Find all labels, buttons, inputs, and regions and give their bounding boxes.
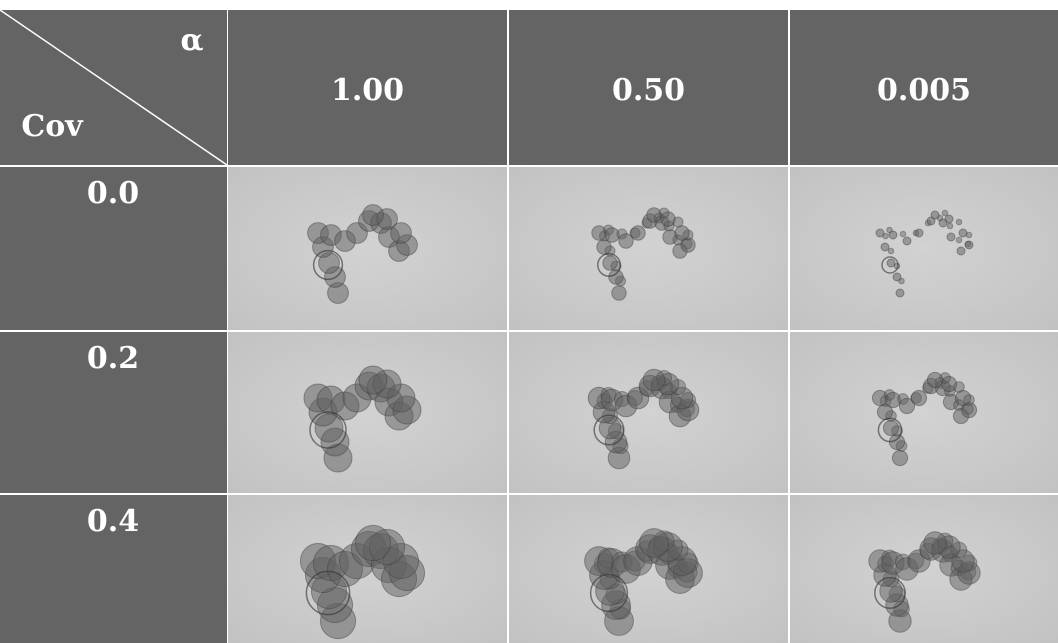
atom-blob	[914, 228, 924, 238]
molecule-render	[587, 368, 700, 470]
atom-blob	[899, 230, 907, 238]
ring-outline	[877, 417, 903, 443]
column-header: 0.50	[612, 73, 685, 108]
atom-blob	[926, 371, 944, 389]
atom-blob	[955, 218, 963, 226]
image-cell	[509, 167, 788, 330]
atom-blob	[882, 232, 889, 240]
atom-blob	[887, 247, 895, 255]
atom-blob	[888, 230, 898, 240]
atom-blob	[604, 227, 620, 243]
atom-blob	[951, 549, 975, 573]
ring-outline	[874, 577, 906, 609]
image-cell	[228, 167, 507, 330]
row-header-cell	[0, 167, 227, 330]
corner-diagonal	[0, 9, 228, 166]
atom-blob	[362, 204, 384, 226]
ring-outline	[597, 253, 621, 277]
atom-blob	[926, 216, 936, 226]
column-header-cell	[228, 10, 507, 165]
image-cell	[790, 332, 1058, 493]
atom-blob	[390, 222, 412, 244]
ring-outline	[309, 411, 347, 449]
atom-blob	[941, 209, 949, 217]
row-header: 0.0	[87, 176, 139, 211]
column-header-cell	[790, 10, 1058, 165]
atom-blob	[611, 285, 627, 301]
column-header: 1.00	[331, 73, 404, 108]
atom-blob	[882, 419, 900, 437]
atom-blob	[902, 236, 912, 246]
column-header-cell	[509, 10, 788, 165]
atom-blob	[358, 365, 388, 395]
atom-blob	[923, 531, 947, 555]
atom-blob	[938, 218, 948, 228]
molecule-render	[303, 365, 422, 473]
atom-blob	[880, 242, 890, 252]
molecule-render	[299, 524, 426, 640]
molecule-render	[871, 371, 978, 467]
molecule-render	[868, 531, 981, 633]
atom-blob	[602, 255, 618, 271]
atom-blob	[898, 277, 905, 285]
atom-blob	[886, 258, 896, 268]
image-cell	[228, 332, 507, 493]
ring-outline	[589, 573, 629, 613]
ring-outline	[305, 570, 351, 616]
atom-blob	[956, 246, 966, 256]
atom-blob	[680, 237, 696, 253]
atom-blob	[954, 389, 972, 407]
atom-blob	[958, 228, 968, 238]
atom-blob	[646, 207, 662, 223]
atom-blob	[642, 368, 666, 392]
atom-blob	[895, 288, 905, 298]
atom-blob	[955, 236, 963, 244]
atom-blob	[639, 528, 669, 558]
atom-blob	[891, 449, 909, 467]
atom-blob	[910, 389, 928, 407]
atom-blob	[946, 232, 956, 242]
molecule-render	[875, 209, 974, 298]
atom-blob	[660, 211, 676, 227]
atom-blob	[354, 524, 392, 562]
ring-outline	[593, 414, 625, 446]
row-header-cell	[0, 495, 227, 643]
corner-top-label: α	[180, 23, 203, 58]
row-header: 0.4	[87, 504, 139, 539]
atom-blob	[670, 386, 694, 410]
atom-blob	[608, 269, 624, 285]
atom-blob	[964, 240, 974, 250]
molecule-render	[307, 204, 418, 304]
atom-blob	[886, 226, 893, 234]
atom-blob	[946, 222, 954, 230]
atom-blob	[892, 272, 902, 282]
row-header-cell	[0, 332, 227, 493]
atom-blob	[618, 233, 634, 249]
ring-outline	[312, 249, 344, 281]
atom-blob	[875, 228, 885, 238]
corner-bottom-label: Cov	[21, 109, 84, 144]
ring-outline	[881, 256, 899, 274]
atom-blob	[898, 397, 916, 415]
atom-blob	[944, 214, 954, 224]
column-header: 0.005	[877, 73, 971, 108]
atom-blob	[884, 391, 902, 409]
image-cell	[509, 332, 788, 493]
molecule-render	[584, 528, 703, 636]
image-cell	[790, 167, 1058, 330]
atom-blob	[674, 225, 690, 241]
molecule-render	[591, 207, 696, 301]
atom-blob	[630, 225, 646, 241]
atom-blob	[930, 210, 940, 220]
row-header: 0.2	[87, 341, 139, 376]
